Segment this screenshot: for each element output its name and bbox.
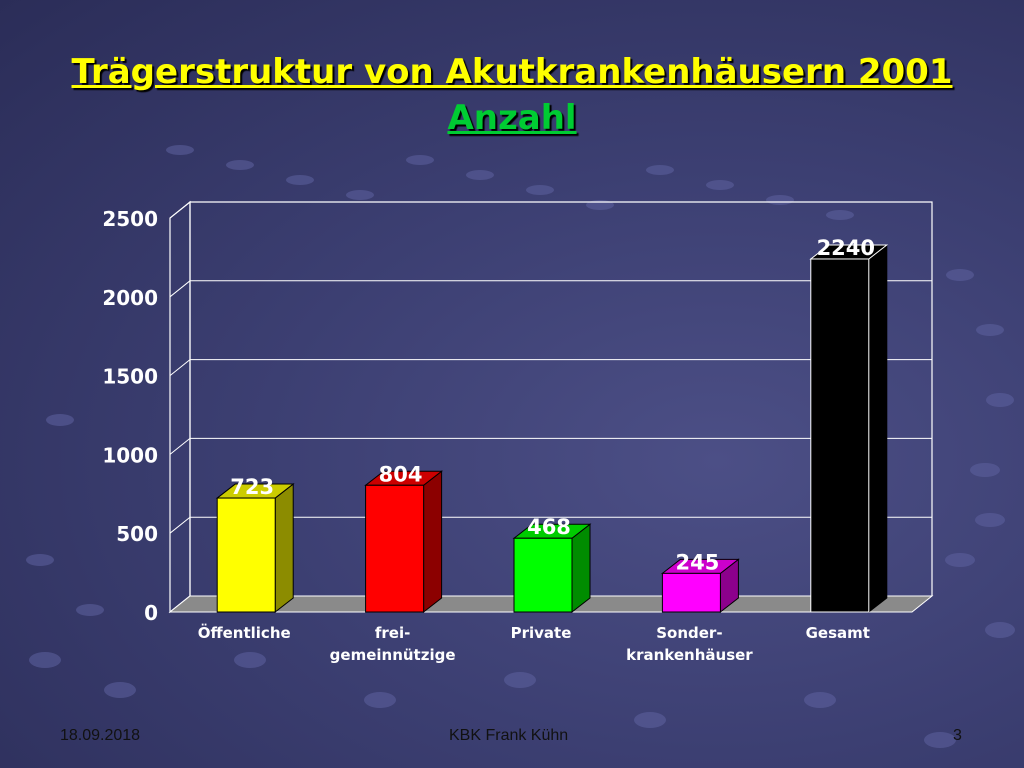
- x-tick-label: frei-: [375, 624, 410, 642]
- slide-subtitle: Anzahl: [447, 98, 577, 138]
- y-tick-label: 0: [144, 601, 158, 625]
- bar: [216, 497, 276, 613]
- gridline: [169, 359, 932, 376]
- bar: [513, 537, 573, 613]
- data-label: 245: [675, 550, 719, 574]
- slide-title: Trägerstruktur von Akutkrankenhäusern 20…: [71, 52, 953, 92]
- bar-side: [571, 523, 591, 614]
- chart-side-wall: [169, 200, 191, 614]
- footer-author: KBK Frank Kühn: [449, 727, 569, 744]
- bar: [810, 258, 870, 613]
- data-label: 468: [527, 515, 571, 539]
- x-tick-label: Private: [511, 624, 572, 642]
- bar: [365, 484, 425, 613]
- x-tick-label: Gesamt: [806, 624, 870, 642]
- footer-date: 18.09.2018: [60, 727, 141, 744]
- gridline: [169, 280, 932, 298]
- y-tick-label: 2000: [102, 286, 158, 310]
- bar-side: [868, 243, 888, 614]
- y-tick-label: 2500: [102, 207, 158, 231]
- bar-side: [423, 470, 443, 614]
- x-tick-label: Öffentliche: [198, 623, 291, 642]
- footer-page-number: 3: [953, 727, 962, 744]
- x-tick-label: Sonder-: [656, 624, 722, 642]
- data-label: 2240: [817, 236, 875, 260]
- bar-side: [274, 483, 294, 614]
- data-label: 723: [230, 475, 274, 499]
- gridline: [169, 516, 932, 534]
- data-label: 804: [379, 462, 423, 486]
- y-tick-label: 1000: [102, 443, 158, 467]
- x-tick-label: krankenhäuser: [626, 646, 753, 664]
- x-tick-label: gemeinnützige: [330, 646, 456, 664]
- bar: [661, 572, 721, 613]
- gridline: [169, 201, 932, 219]
- y-tick-label: 1500: [102, 365, 158, 389]
- gridline: [169, 437, 932, 455]
- y-tick-label: 500: [116, 522, 158, 546]
